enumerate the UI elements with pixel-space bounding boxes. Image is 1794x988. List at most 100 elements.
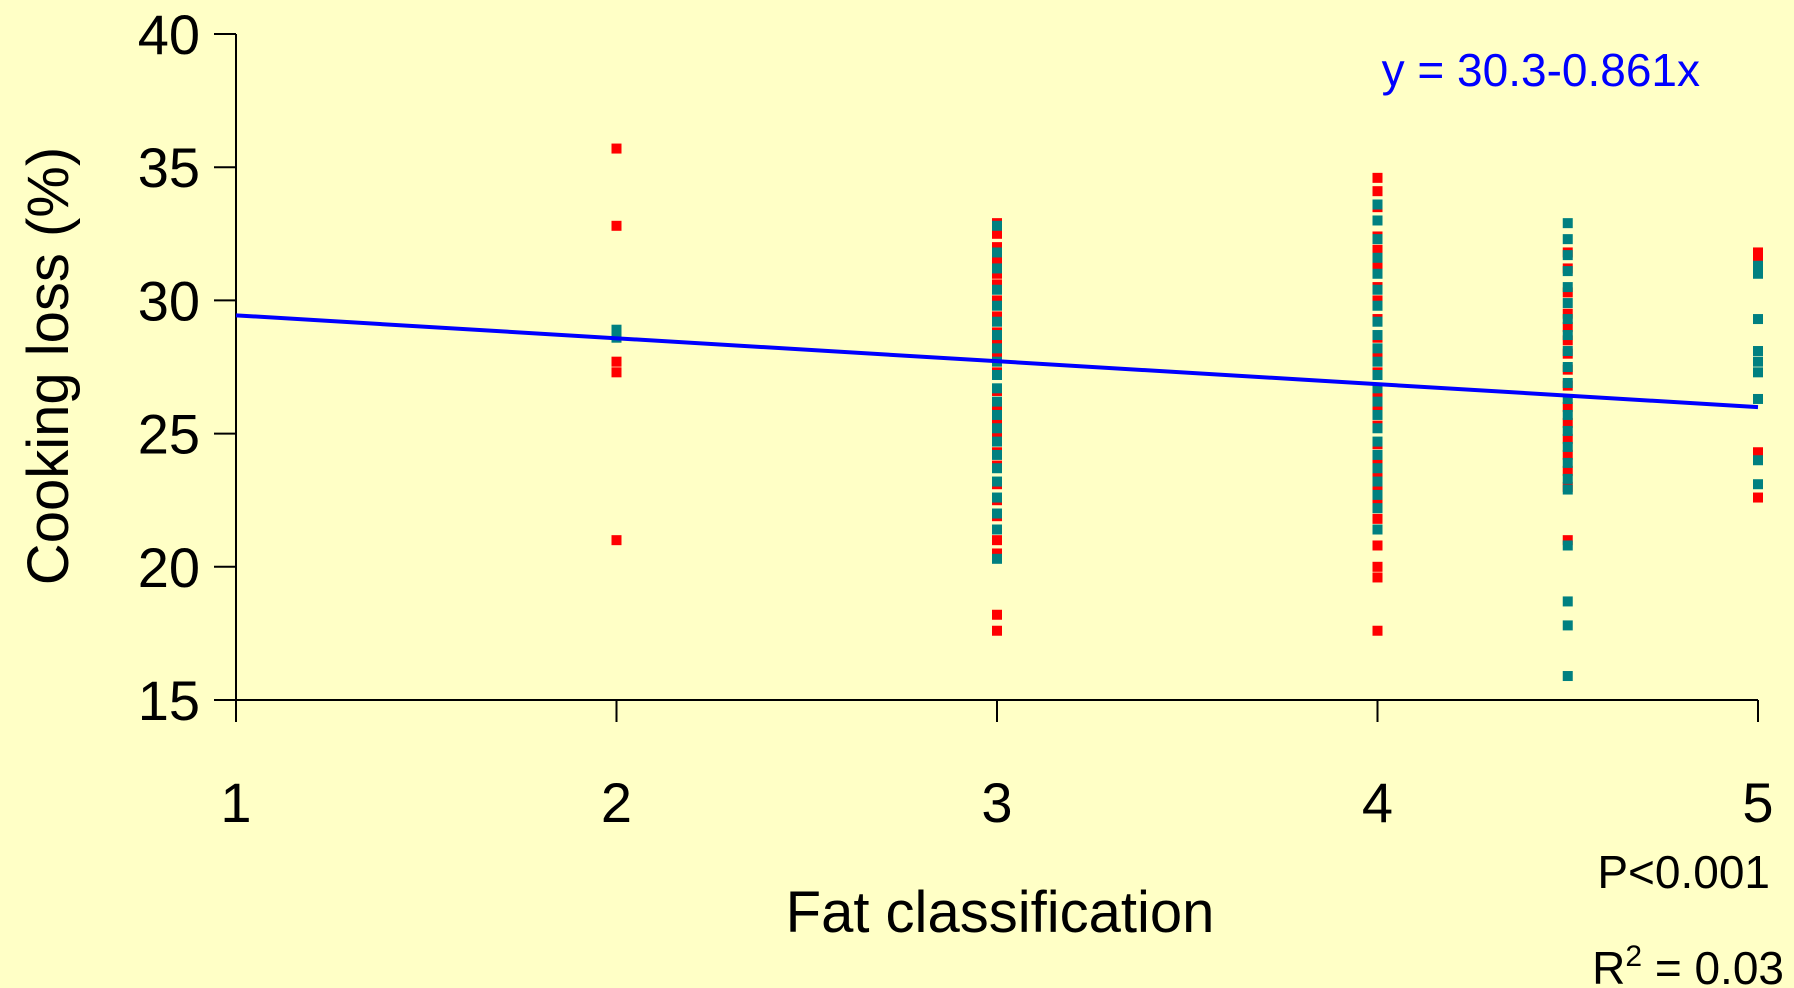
data-point [1372, 476, 1383, 487]
data-point [992, 535, 1002, 546]
data-point [1562, 287, 1573, 298]
data-point [992, 255, 1002, 266]
data-point [1562, 322, 1573, 333]
data-point [1562, 393, 1573, 404]
data-point [1562, 298, 1573, 309]
data-point [992, 553, 1002, 564]
y-axis-title: Cooking loss (%) [16, 147, 81, 585]
x-axis-ticks: 1 2 3 4 5 [220, 700, 1774, 834]
data-point [1372, 513, 1383, 524]
data-point [992, 463, 1002, 474]
data-point [611, 535, 622, 546]
data-point [1372, 295, 1383, 306]
data-point [1372, 260, 1383, 271]
data-point [1562, 266, 1573, 277]
data-point [992, 524, 1002, 535]
data-point [992, 492, 1002, 503]
data-point [1372, 316, 1383, 327]
data-point [1562, 417, 1573, 428]
data-point [1753, 479, 1763, 490]
data-point [1562, 620, 1573, 631]
data-point [992, 396, 1002, 407]
data-point [992, 295, 1002, 306]
data-point [1372, 186, 1383, 197]
data-point [611, 143, 622, 154]
data-point [992, 268, 1002, 279]
data-point [1562, 433, 1573, 444]
data-point [1372, 404, 1383, 415]
data-point [611, 324, 622, 335]
data-point [1562, 335, 1573, 346]
data-point [1372, 561, 1383, 572]
r-squared-value: = 0.03 [1642, 942, 1784, 988]
data-point [1372, 244, 1383, 255]
data-point [1562, 441, 1573, 452]
data-point [1562, 473, 1573, 484]
data-point [1372, 388, 1383, 399]
data-point [992, 263, 1002, 274]
data-point [1562, 314, 1573, 325]
data-point [1372, 497, 1383, 508]
data-point [1753, 447, 1763, 458]
trendline-equation: y = 30.3-0.861x [1382, 44, 1700, 96]
data-point [1372, 383, 1383, 394]
data-point [1562, 346, 1573, 357]
data-point [1372, 369, 1383, 380]
data-point [1372, 172, 1383, 183]
data-point [992, 228, 1002, 239]
x-tick-label: 5 [1742, 771, 1773, 834]
data-point [992, 625, 1002, 636]
data-point [1372, 199, 1383, 210]
data-point [1562, 457, 1573, 468]
data-point [1372, 481, 1383, 492]
data-point [1562, 282, 1573, 293]
data-point [1753, 492, 1763, 503]
data-point [992, 428, 1002, 439]
r-squared-exponent: 2 [1625, 940, 1642, 973]
data-point [1753, 356, 1763, 367]
data-point [992, 609, 1002, 620]
data-point [1372, 300, 1383, 311]
r-squared-symbol: R [1592, 942, 1625, 988]
data-point [1753, 260, 1763, 271]
data-point [1372, 463, 1383, 474]
data-point [1753, 455, 1763, 466]
data-point [1562, 234, 1573, 245]
axes [235, 34, 1758, 701]
data-point [611, 367, 622, 378]
y-axis-ticks: 15 20 25 30 35 40 [138, 3, 236, 732]
data-point [1562, 535, 1573, 546]
data-point [992, 415, 1002, 426]
data-point [992, 401, 1002, 412]
data-point [1372, 356, 1383, 367]
data-point [1562, 596, 1573, 607]
data-point [1372, 625, 1383, 636]
data-point [992, 284, 1002, 295]
y-tick-label: 20 [138, 536, 200, 599]
data-point [1562, 484, 1573, 495]
x-tick-label: 3 [981, 771, 1012, 834]
data-point [992, 348, 1002, 359]
data-point [1372, 423, 1383, 434]
data-point [1372, 409, 1383, 420]
data-point [1372, 268, 1383, 279]
data-point [992, 343, 1002, 354]
data-point [992, 220, 1002, 231]
data-point [992, 311, 1002, 322]
data-point [1372, 540, 1383, 551]
data-point [1372, 524, 1383, 535]
y-tick-label: 15 [138, 669, 200, 732]
data-point [992, 316, 1002, 327]
data-point [1372, 436, 1383, 447]
data-point [1562, 425, 1573, 436]
y-tick-label: 40 [138, 3, 200, 66]
data-point [992, 279, 1002, 290]
data-point [1372, 396, 1383, 407]
data-point [1562, 409, 1573, 420]
data-point [1562, 449, 1573, 460]
x-axis-title: Fat classification [786, 880, 1215, 945]
y-tick-label: 30 [138, 269, 200, 332]
data-point [1372, 343, 1383, 354]
data-point [1562, 250, 1573, 261]
